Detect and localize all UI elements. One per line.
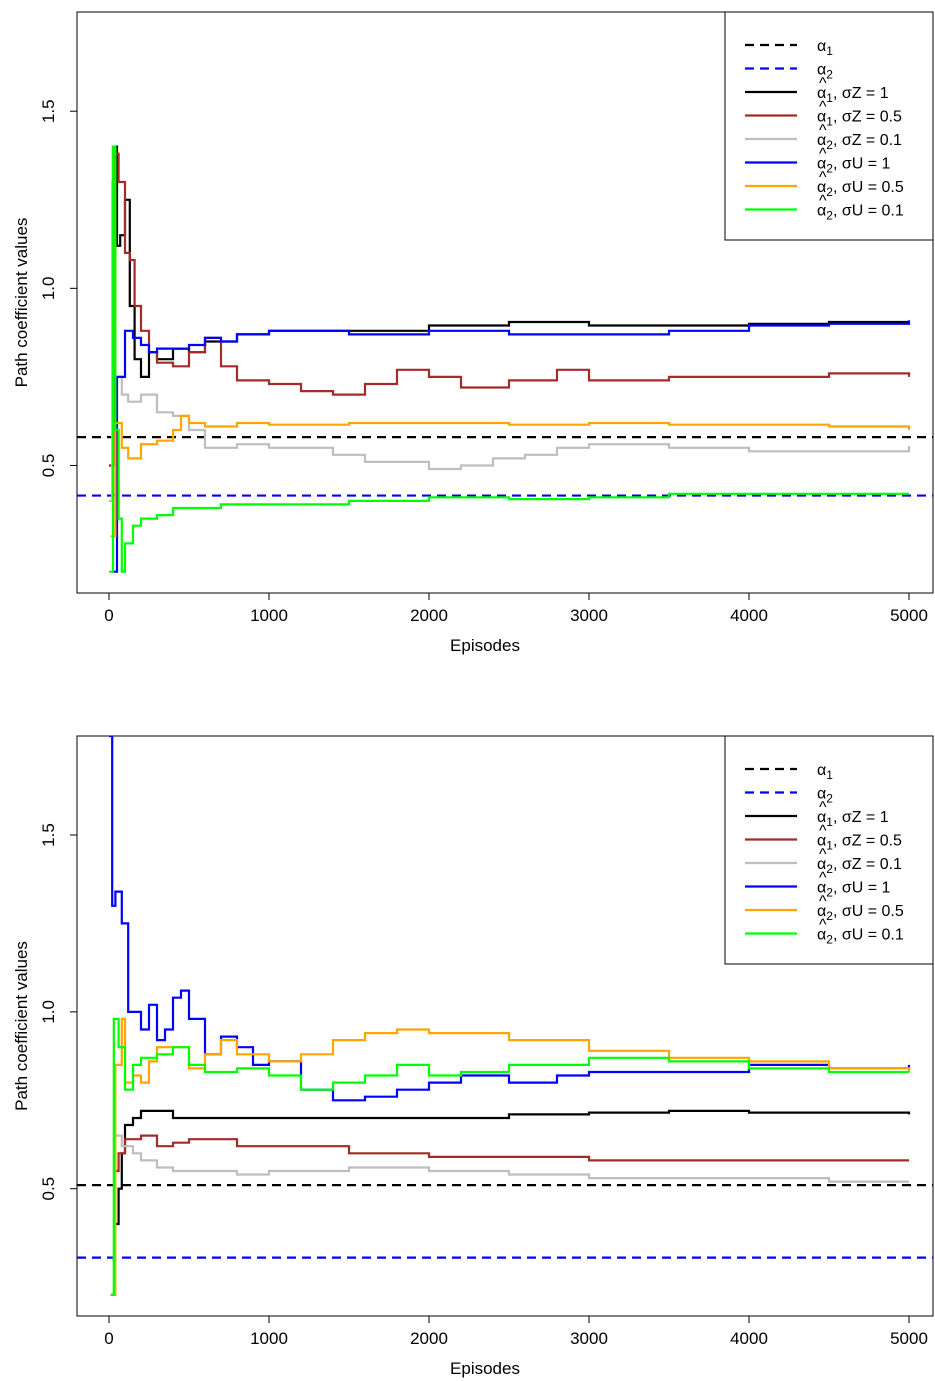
x-tick-label: 0 <box>104 606 113 625</box>
series-line <box>109 152 911 467</box>
hat-accent: ^ <box>819 870 827 887</box>
y-axis-title: Path coefficient values <box>12 941 31 1111</box>
series-line <box>112 1134 909 1261</box>
legend-label: α2, σZ = 0.1 <box>817 132 902 152</box>
top-panel: 0 1000 2000 3000 4000 5000 0.5 1.0 1.5 Episodes Pa… <box>12 11 934 655</box>
legend-label: α2, σU = 1 <box>817 156 890 176</box>
series-line <box>109 180 911 502</box>
series-line <box>109 145 909 573</box>
hat-accent: ^ <box>819 799 827 816</box>
x-tick-label: 4000 <box>730 1329 768 1348</box>
y-axis-title: Path coefficient values <box>12 218 31 388</box>
plot-area <box>77 145 933 573</box>
legend-label: α1, σZ = 1 <box>817 809 889 829</box>
plot-frame <box>76 11 934 594</box>
legend-box <box>724 735 934 965</box>
x-tick-label: 1000 <box>250 606 288 625</box>
plot-frame <box>76 735 934 1317</box>
x-tick-label: 5000 <box>890 606 928 625</box>
legend-label: α1, σZ = 0.5 <box>817 109 902 129</box>
x-tick-label: 0 <box>104 1329 113 1348</box>
bottom-panel: 0 1000 2000 3000 4000 5000 0.5 1.0 1.5 Episodes Pa… <box>12 735 934 1378</box>
legend-label: α1 <box>817 762 833 782</box>
hat-accent: ^ <box>819 122 827 139</box>
hat-accent: ^ <box>819 169 827 186</box>
y-tick-label: 1.5 <box>39 823 58 847</box>
y-tick-label: 1.0 <box>39 277 58 301</box>
series-line <box>112 1109 911 1296</box>
legend-label: α1, σZ = 0.5 <box>817 833 902 853</box>
y-tick-label: 1.0 <box>39 1000 58 1024</box>
legend-label: α2 <box>817 62 833 82</box>
series-line <box>112 1134 909 1261</box>
x-axis-title: Episodes <box>450 636 520 655</box>
x-tick-label: 3000 <box>570 1329 608 1348</box>
legend-box <box>724 11 934 241</box>
hat-accent: ^ <box>819 99 827 116</box>
hat-accent: ^ <box>819 823 827 840</box>
x-axis-title: Episodes <box>450 1359 520 1378</box>
legend-label: α2 <box>817 786 833 806</box>
plot-area <box>77 736 933 1296</box>
x-tick-label: 3000 <box>570 606 608 625</box>
x-tick-label: 2000 <box>410 1329 448 1348</box>
hat-accent: ^ <box>819 193 827 210</box>
legend-label: α1 <box>817 38 833 58</box>
hat-accent: ^ <box>819 75 827 92</box>
y-tick-label: 0.5 <box>39 1177 58 1201</box>
legend-label: α1, σZ = 1 <box>817 85 889 105</box>
legend-label: α2, σZ = 0.1 <box>817 856 902 876</box>
legend-label: α2, σU = 0.5 <box>817 179 904 199</box>
legend-label: α2, σU = 0.1 <box>817 203 904 223</box>
y-tick-label: 0.5 <box>39 454 58 478</box>
x-tick-label: 4000 <box>730 606 768 625</box>
series-line <box>110 1017 909 1296</box>
hat-accent: ^ <box>819 917 827 934</box>
legend-label: α2, σU = 0.1 <box>817 927 904 947</box>
hat-accent: ^ <box>819 846 827 863</box>
legend-label: α2, σU = 1 <box>817 880 890 900</box>
series-line <box>112 320 911 573</box>
legend-label: α2, σU = 0.5 <box>817 903 904 923</box>
series-line <box>109 736 911 1102</box>
x-tick-label: 2000 <box>410 606 448 625</box>
hat-accent: ^ <box>819 146 827 163</box>
x-tick-label: 5000 <box>890 1329 928 1348</box>
series-line <box>110 414 911 538</box>
x-tick-label: 1000 <box>250 1329 288 1348</box>
hat-accent: ^ <box>819 893 827 910</box>
y-tick-label: 1.5 <box>39 99 58 123</box>
